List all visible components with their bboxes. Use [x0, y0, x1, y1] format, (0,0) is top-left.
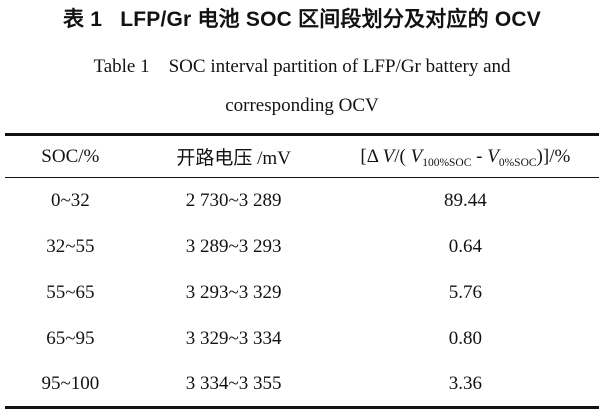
delta-v-percent-cell: 0.64 [448, 235, 482, 257]
formula-divide-open: /( [394, 145, 411, 167]
table-row: 65~95 3 329~3 334 0.80 [5, 316, 599, 362]
soc-interval-table: SOC/% 开路电压 /mV [Δ V/( V100%SOC - V0%SOC)… [5, 133, 599, 409]
ocv-range-cell: 3 289~3 293 [185, 235, 282, 257]
formula-v100-symbol: V [410, 145, 423, 167]
formula-v0-symbol: V [487, 145, 499, 167]
ocv-range-cell: 3 329~3 334 [185, 327, 282, 349]
delta-v-percent-cell: 3.36 [448, 372, 482, 394]
formula-close-bracket: )]/% [536, 145, 571, 167]
table-row: 95~100 3 334~3 355 3.36 [5, 362, 599, 408]
table-body: 0~32 2 730~3 289 89.44 32~55 3 289~3 293… [5, 178, 599, 408]
column-header-soc: SOC/% [5, 134, 136, 178]
table-caption-english-line2: corresponding OCV [225, 95, 379, 116]
table-caption-english-line1: Table 1 SOC interval partition of LFP/Gr… [93, 56, 511, 77]
soc-range-cell: 95~100 [41, 372, 100, 394]
formula-v-symbol: V [382, 145, 395, 167]
formula-minus-sign: - [471, 145, 488, 167]
formula-open-bracket: [Δ [360, 145, 383, 167]
column-header-delta-v-ratio: [Δ V/( V100%SOC - V0%SOC)]/% [331, 134, 599, 178]
soc-range-cell: 55~65 [46, 281, 95, 303]
formula-v0-subscript: 0%SOC [498, 156, 537, 169]
delta-v-percent-cell: 5.76 [448, 281, 482, 303]
ocv-range-cell: 3 293~3 329 [185, 281, 282, 303]
column-header-ocv: 开路电压 /mV [135, 134, 332, 178]
soc-range-cell: 32~55 [46, 235, 95, 257]
table-header-row: SOC/% 开路电压 /mV [Δ V/( V100%SOC - V0%SOC)… [5, 134, 599, 178]
table-caption-chinese: 表 1 LFP/Gr 电池 SOC 区间段划分及对应的 OCV [63, 8, 541, 31]
soc-range-cell: 0~32 [50, 189, 90, 211]
soc-range-cell: 65~95 [46, 327, 95, 349]
delta-v-percent-cell: 89.44 [443, 189, 487, 211]
table-header-row-group: SOC/% 开路电压 /mV [Δ V/( V100%SOC - V0%SOC)… [5, 134, 599, 178]
table-row: 0~32 2 730~3 289 89.44 [5, 178, 599, 224]
delta-v-percent-cell: 0.80 [448, 327, 482, 349]
table-row: 32~55 3 289~3 293 0.64 [5, 224, 599, 270]
ocv-range-cell: 2 730~3 289 [185, 189, 282, 211]
ocv-range-cell: 3 334~3 355 [185, 372, 282, 394]
formula-v100-subscript: 100%SOC [422, 156, 472, 169]
table-row: 55~65 3 293~3 329 5.76 [5, 270, 599, 316]
